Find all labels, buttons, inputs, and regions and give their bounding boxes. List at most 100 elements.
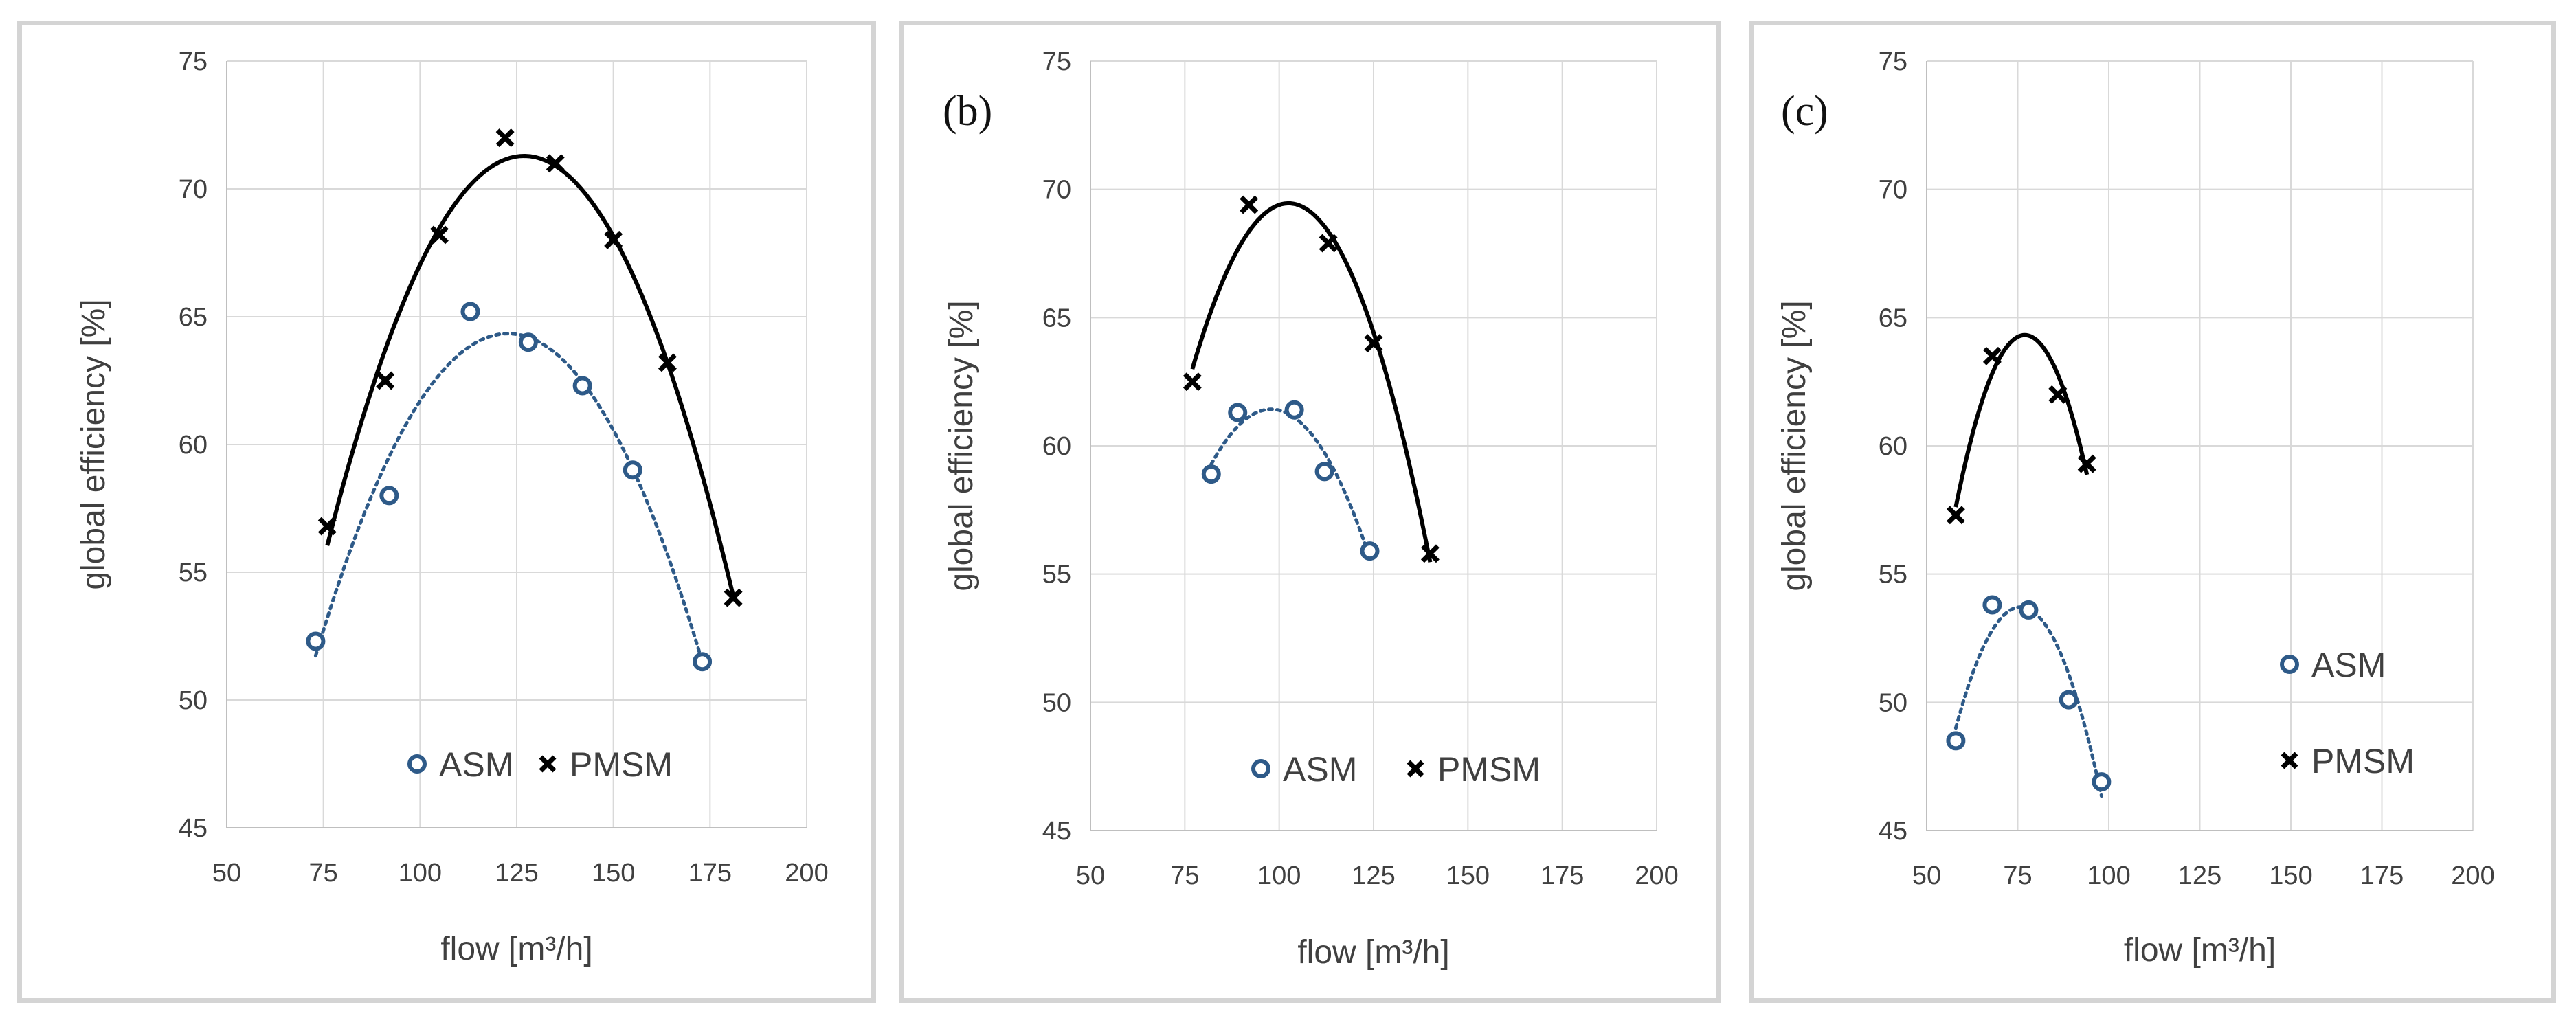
legend-asm-marker bbox=[1251, 759, 1270, 778]
pmsm-point bbox=[2048, 385, 2068, 404]
pmsm-point bbox=[376, 371, 395, 390]
legend-label-asm: ASM bbox=[2311, 646, 2386, 684]
asm-point bbox=[2059, 690, 2079, 710]
asm-point bbox=[623, 460, 642, 480]
legend-label-asm: ASM bbox=[439, 745, 513, 784]
x-axis-title: flow [m³/h] bbox=[1297, 934, 1449, 971]
x-tick-label: 175 bbox=[2360, 861, 2404, 890]
panel-tag: (c) bbox=[1781, 88, 1828, 135]
y-tick-label: 45 bbox=[1879, 817, 1907, 846]
asm-point bbox=[1201, 464, 1221, 484]
legend-label-pmsm: PMSM bbox=[2311, 742, 2415, 780]
x-tick-label: 100 bbox=[399, 859, 442, 888]
y-tick-label: 55 bbox=[1042, 561, 1071, 589]
y-tick-label: 60 bbox=[1879, 432, 1907, 461]
y-tick-label: 65 bbox=[179, 303, 208, 332]
asm-point bbox=[1284, 400, 1304, 420]
y-tick-label: 60 bbox=[1042, 432, 1071, 461]
pmsm-point bbox=[1319, 234, 1338, 253]
pmsm-point bbox=[658, 353, 677, 372]
asm-point bbox=[693, 652, 713, 672]
pmsm-trendline bbox=[325, 153, 736, 597]
x-tick-label: 175 bbox=[1541, 861, 1584, 890]
asm-point bbox=[2019, 600, 2039, 620]
legend-asm-marker bbox=[2280, 655, 2299, 674]
y-tick-label: 70 bbox=[1879, 176, 1907, 205]
y-tick-label: 75 bbox=[179, 47, 208, 76]
asm-point bbox=[572, 376, 592, 396]
x-tick-label: 200 bbox=[2451, 861, 2494, 890]
pmsm-point bbox=[1982, 346, 2002, 365]
pmsm-point bbox=[317, 517, 337, 536]
y-tick-label: 75 bbox=[1042, 47, 1071, 76]
x-tick-label: 75 bbox=[309, 859, 338, 888]
legend-pmsm-marker bbox=[1407, 760, 1424, 778]
pmsm-point bbox=[1183, 372, 1202, 392]
asm-point bbox=[1228, 403, 1248, 422]
y-tick-label: 50 bbox=[179, 686, 208, 715]
x-tick-label: 75 bbox=[2003, 861, 2032, 890]
pmsm-point bbox=[724, 588, 743, 607]
y-tick-label: 70 bbox=[1042, 176, 1071, 205]
y-axis-title: global efficiency [%] bbox=[1776, 300, 1813, 591]
y-tick-label: 65 bbox=[1042, 304, 1071, 332]
x-tick-label: 50 bbox=[212, 859, 241, 888]
asm-point bbox=[460, 302, 480, 321]
x-tick-label: 200 bbox=[1635, 861, 1678, 890]
asm-trendline bbox=[1953, 605, 2103, 798]
legend-pmsm-marker bbox=[2281, 752, 2298, 769]
asm-point bbox=[306, 631, 326, 651]
legend-asm-marker bbox=[407, 754, 427, 774]
x-tick-label: 50 bbox=[1076, 861, 1105, 890]
chart-panel-c: 50 75 100 125 150 175 200 45 50 55 60 65 70 75 flow [m… bbox=[1749, 21, 2556, 1003]
x-tick-label: 125 bbox=[495, 859, 538, 888]
asm-point bbox=[1314, 462, 1334, 482]
x-tick-label: 125 bbox=[1352, 861, 1395, 890]
y-tick-label: 70 bbox=[179, 175, 208, 204]
x-tick-label: 200 bbox=[785, 859, 828, 888]
x-tick-label: 150 bbox=[592, 859, 635, 888]
pmsm-point bbox=[1364, 334, 1383, 353]
legend-label-asm: ASM bbox=[1283, 750, 1357, 789]
chart-panel-b: 50 75 100 125 150 175 200 45 50 55 60 65 70 75 flow [m… bbox=[899, 21, 1721, 1003]
x-tick-label: 150 bbox=[1446, 861, 1490, 890]
asm-trendline bbox=[1209, 407, 1371, 560]
pmsm-point bbox=[495, 128, 515, 148]
asm-point bbox=[1982, 595, 2002, 615]
y-tick-label: 65 bbox=[1879, 304, 1907, 332]
asm-trendline bbox=[313, 332, 704, 664]
y-tick-label: 60 bbox=[179, 431, 208, 460]
y-tick-label: 50 bbox=[1042, 688, 1071, 717]
pmsm-trendline bbox=[1953, 332, 2090, 508]
asm-point bbox=[379, 486, 399, 506]
legend-label-pmsm: PMSM bbox=[570, 745, 673, 784]
y-tick-label: 55 bbox=[1879, 561, 1907, 589]
y-tick-label: 75 bbox=[1879, 47, 1907, 76]
pmsm-trendline bbox=[1190, 201, 1433, 563]
x-tick-label: 175 bbox=[688, 859, 732, 888]
y-tick-label: 55 bbox=[179, 558, 208, 587]
asm-point bbox=[2092, 772, 2112, 792]
pmsm-point bbox=[1946, 506, 1965, 525]
x-tick-label: 50 bbox=[1912, 861, 1941, 890]
legend-pmsm-marker bbox=[539, 755, 557, 773]
panel-tag: (b) bbox=[943, 88, 992, 135]
y-tick-label: 45 bbox=[179, 814, 208, 843]
y-axis-title: global efficiency [%] bbox=[76, 299, 112, 589]
asm-point bbox=[1360, 541, 1380, 561]
x-tick-label: 100 bbox=[2087, 861, 2130, 890]
x-axis-title: flow [m³/h] bbox=[440, 931, 592, 967]
legend-label-pmsm: PMSM bbox=[1437, 750, 1541, 789]
y-tick-label: 50 bbox=[1879, 688, 1907, 717]
pmsm-point bbox=[429, 225, 449, 245]
asm-point bbox=[518, 332, 538, 352]
x-tick-label: 125 bbox=[2178, 861, 2221, 890]
y-tick-label: 45 bbox=[1042, 817, 1071, 846]
pmsm-point bbox=[546, 154, 565, 173]
x-axis-title: flow [m³/h] bbox=[2124, 932, 2276, 969]
pmsm-point bbox=[1240, 195, 1259, 214]
pmsm-point bbox=[1420, 544, 1440, 563]
